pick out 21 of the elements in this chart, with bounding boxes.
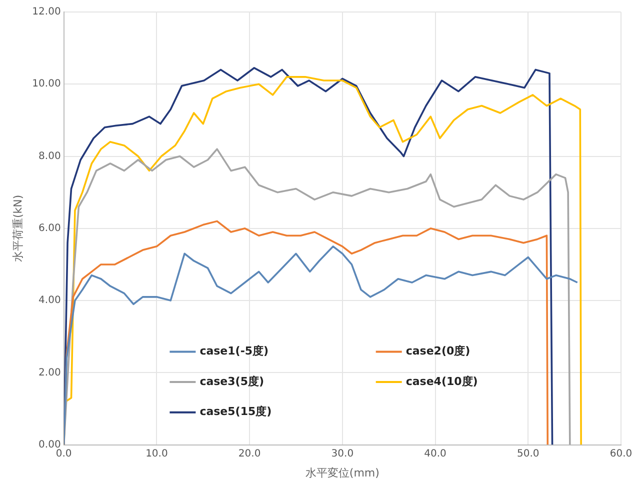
y-axis-title: 水平荷重(kN) <box>11 194 24 262</box>
x-tick-label: 40.0 <box>424 448 446 460</box>
y-tick-label: 8.00 <box>38 150 61 162</box>
y-tick-label: 6.00 <box>38 222 61 234</box>
legend-label: case1(-5度) <box>200 344 269 358</box>
y-tick-label: 10.00 <box>32 78 61 90</box>
x-tick-label: 50.0 <box>517 448 540 460</box>
legend-label: case4(10度) <box>406 374 478 388</box>
y-tick-label: 4.00 <box>38 295 61 306</box>
y-tick-label: 12.00 <box>32 6 61 18</box>
x-axis-title: 水平変位(mm) <box>305 466 380 480</box>
x-tick-label: 30.0 <box>331 448 354 460</box>
x-tick-label: 10.0 <box>146 448 168 460</box>
legend-label: case3(5度) <box>200 374 264 388</box>
legend-label: case5(15度) <box>200 405 272 418</box>
x-tick-label: 0.0 <box>56 448 72 460</box>
x-tick-label: 20.0 <box>238 448 261 460</box>
legend-label: case2(0度) <box>406 344 470 358</box>
y-tick-label: 0.00 <box>38 439 61 450</box>
x-tick-label: 60.0 <box>610 448 632 460</box>
y-tick-label: 2.00 <box>38 367 61 378</box>
